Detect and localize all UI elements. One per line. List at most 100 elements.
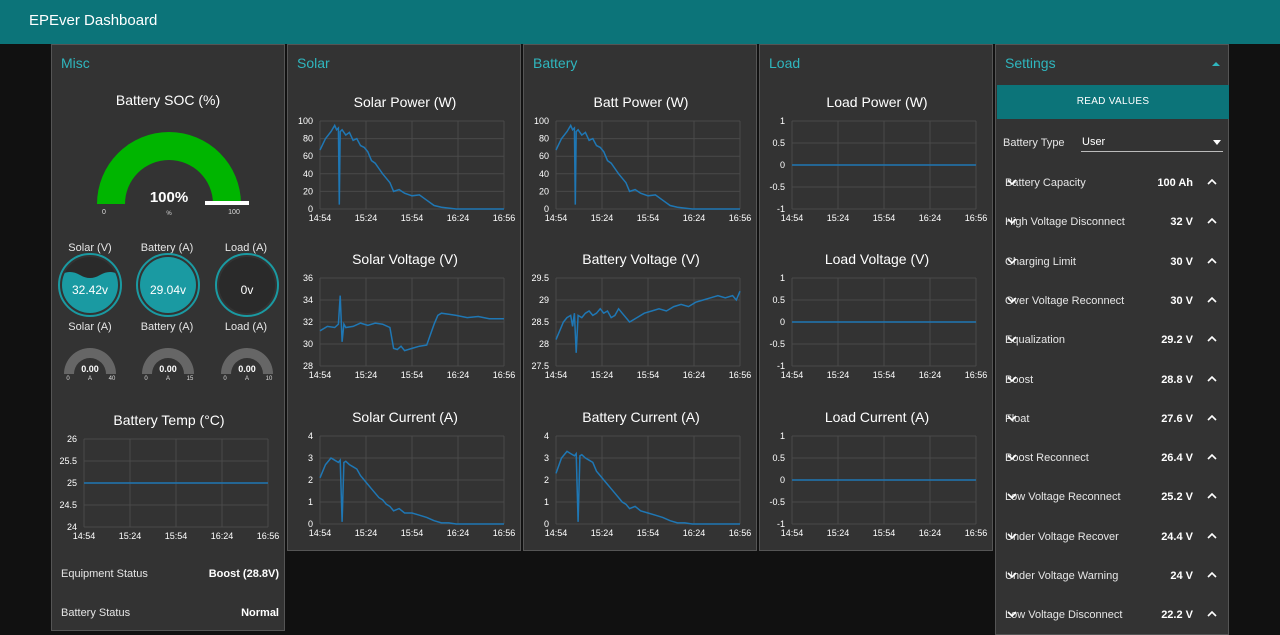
equipment-status-row: Equipment Status Boost (28.8V) [61,568,279,580]
decrease-chevron-icon[interactable] [1005,529,1019,543]
decrease-chevron-icon[interactable] [1005,175,1019,189]
setting-row: Boost 28.8 V [1005,371,1223,391]
chart-solar-voltage: Solar Voltage (V) 36 34 32 30 28 14:54 15:24 15:… [288,246,522,386]
x-tick-label: 16:24 [447,213,470,223]
y-tick-label: 2 [544,475,549,485]
round-gauge-label-1: Battery (A) [140,242,194,254]
setting-value: 26.4 V [1161,452,1193,464]
increase-chevron-icon[interactable] [1205,489,1219,503]
battery-type-value: User [1082,136,1106,148]
setting-value: 30 V [1170,295,1193,307]
y-tick-label: -0.5 [769,182,785,192]
chart-title: Battery Current (A) [582,409,699,425]
battery-type-row: Battery Type User [1003,134,1223,154]
y-tick-label: 40 [539,169,549,179]
setting-row: High Voltage Disconnect 32 V [1005,213,1223,233]
setting-value: 24 V [1170,570,1193,582]
y-tick-label: 3 [544,453,549,463]
setting-row: Float 27.6 V [1005,410,1223,430]
setting-row: Battery Capacity 100 Ah [1005,174,1223,194]
round-gauges: 32.42v 29.04v 0v [58,253,279,317]
x-tick-label: 14:54 [545,370,568,380]
increase-chevron-icon[interactable] [1205,175,1219,189]
x-tick-label: 15:24 [827,370,850,380]
chart-load-current: Load Current (A) 1 0.5 0 -0.5 -1 14:54 15:24 15:… [760,404,994,544]
increase-chevron-icon[interactable] [1205,254,1219,268]
chart-title: Load Current (A) [825,409,929,425]
x-tick-label: 15:24 [355,370,378,380]
y-tick-label: 40 [303,169,313,179]
setting-label: Under Voltage Warning [1005,570,1119,582]
setting-label: Float [1005,413,1030,425]
x-tick-label: 15:24 [827,528,850,538]
y-tick-label: 1 [544,497,549,507]
increase-chevron-icon[interactable] [1205,607,1219,621]
increase-chevron-icon[interactable] [1205,214,1219,228]
x-tick-label: 14:54 [545,213,568,223]
y-tick-label: 26 [67,434,77,444]
setting-row: Low Voltage Disconnect 22.2 V [1005,606,1223,626]
battery-type-label: Battery Type [1003,137,1065,149]
x-tick-label: 15:54 [401,370,424,380]
increase-chevron-icon[interactable] [1205,529,1219,543]
setting-label: Battery Capacity [1005,177,1086,189]
setting-row: Under Voltage Warning 24 V [1005,567,1223,587]
round-gauge-value-1: 29.04v [150,283,186,297]
decrease-chevron-icon[interactable] [1005,568,1019,582]
y-tick-label: 3 [308,453,313,463]
y-tick-label: 24.5 [59,500,77,510]
y-tick-label: 60 [539,151,549,161]
increase-chevron-icon[interactable] [1205,411,1219,425]
y-tick-label: 0 [544,519,549,529]
y-tick-label: 25 [67,478,77,488]
increase-chevron-icon[interactable] [1205,332,1219,346]
chart-load-voltage: Load Voltage (V) 1 0.5 0 -0.5 -1 14:54 15:24 15:… [760,246,994,386]
setting-value: 25.2 V [1161,491,1193,503]
x-tick-label: 16:24 [919,213,942,223]
x-tick-label: 15:54 [401,213,424,223]
increase-chevron-icon[interactable] [1205,293,1219,307]
x-tick-label: 16:24 [683,370,706,380]
increase-chevron-icon[interactable] [1205,450,1219,464]
y-tick-label: 100 [534,116,549,126]
x-tick-label: 15:54 [401,528,424,538]
x-tick-label: 16:24 [683,213,706,223]
round-gauge-label-0: Solar (V) [68,242,112,254]
setting-value: 32 V [1170,216,1193,228]
decrease-chevron-icon[interactable] [1005,214,1019,228]
chart-svg: Battery Current (A) 4 3 2 1 014:54 15:24 15:54 1… [544,409,751,538]
decrease-chevron-icon[interactable] [1005,607,1019,621]
x-tick-label: 16:56 [257,531,280,541]
decrease-chevron-icon[interactable] [1005,450,1019,464]
y-tick-label: 28 [303,361,313,371]
x-tick-label: 16:24 [919,370,942,380]
load-group: Load Load Power (W) 1 0.5 0 -0.5 -1 14:54 15:24… [759,44,993,551]
x-tick-label: 16:56 [493,213,516,223]
decrease-chevron-icon[interactable] [1005,293,1019,307]
decrease-chevron-icon[interactable] [1005,254,1019,268]
decrease-chevron-icon[interactable] [1005,411,1019,425]
chart-title: Solar Power (W) [354,94,457,110]
chart-title: Battery Voltage (V) [582,251,700,267]
x-tick-label: 16:56 [493,370,516,380]
increase-chevron-icon[interactable] [1205,568,1219,582]
increase-chevron-icon[interactable] [1205,372,1219,386]
setting-label: Equalization [1005,334,1065,346]
y-tick-label: 0.5 [772,295,785,305]
small-gauge-max-1: 15 [187,376,194,382]
collapse-icon[interactable] [1210,59,1222,69]
small-gauges: 0.00 A 0 40 0.00 A 0 15 0.00 A 0 10 [64,348,273,382]
chart-title: Load Power (W) [826,94,927,110]
read-values-button[interactable]: READ VALUES [997,85,1229,119]
solar-group-title: Solar [297,55,330,71]
solar-group: Solar Solar Power (W) 100 80 60 40 20 0 14:54 15… [287,44,521,551]
y-tick-label: 20 [303,186,313,196]
series-line [319,457,504,525]
battery-type-select[interactable]: User [1081,134,1223,152]
x-tick-label: 14:54 [781,213,804,223]
decrease-chevron-icon[interactable] [1005,332,1019,346]
decrease-chevron-icon[interactable] [1005,489,1019,503]
y-tick-label: 32 [303,317,313,327]
decrease-chevron-icon[interactable] [1005,372,1019,386]
chart-battery-temp: Battery Temp (°C) 26 25.5 25 24.5 24 14:54 15:2… [52,407,286,547]
